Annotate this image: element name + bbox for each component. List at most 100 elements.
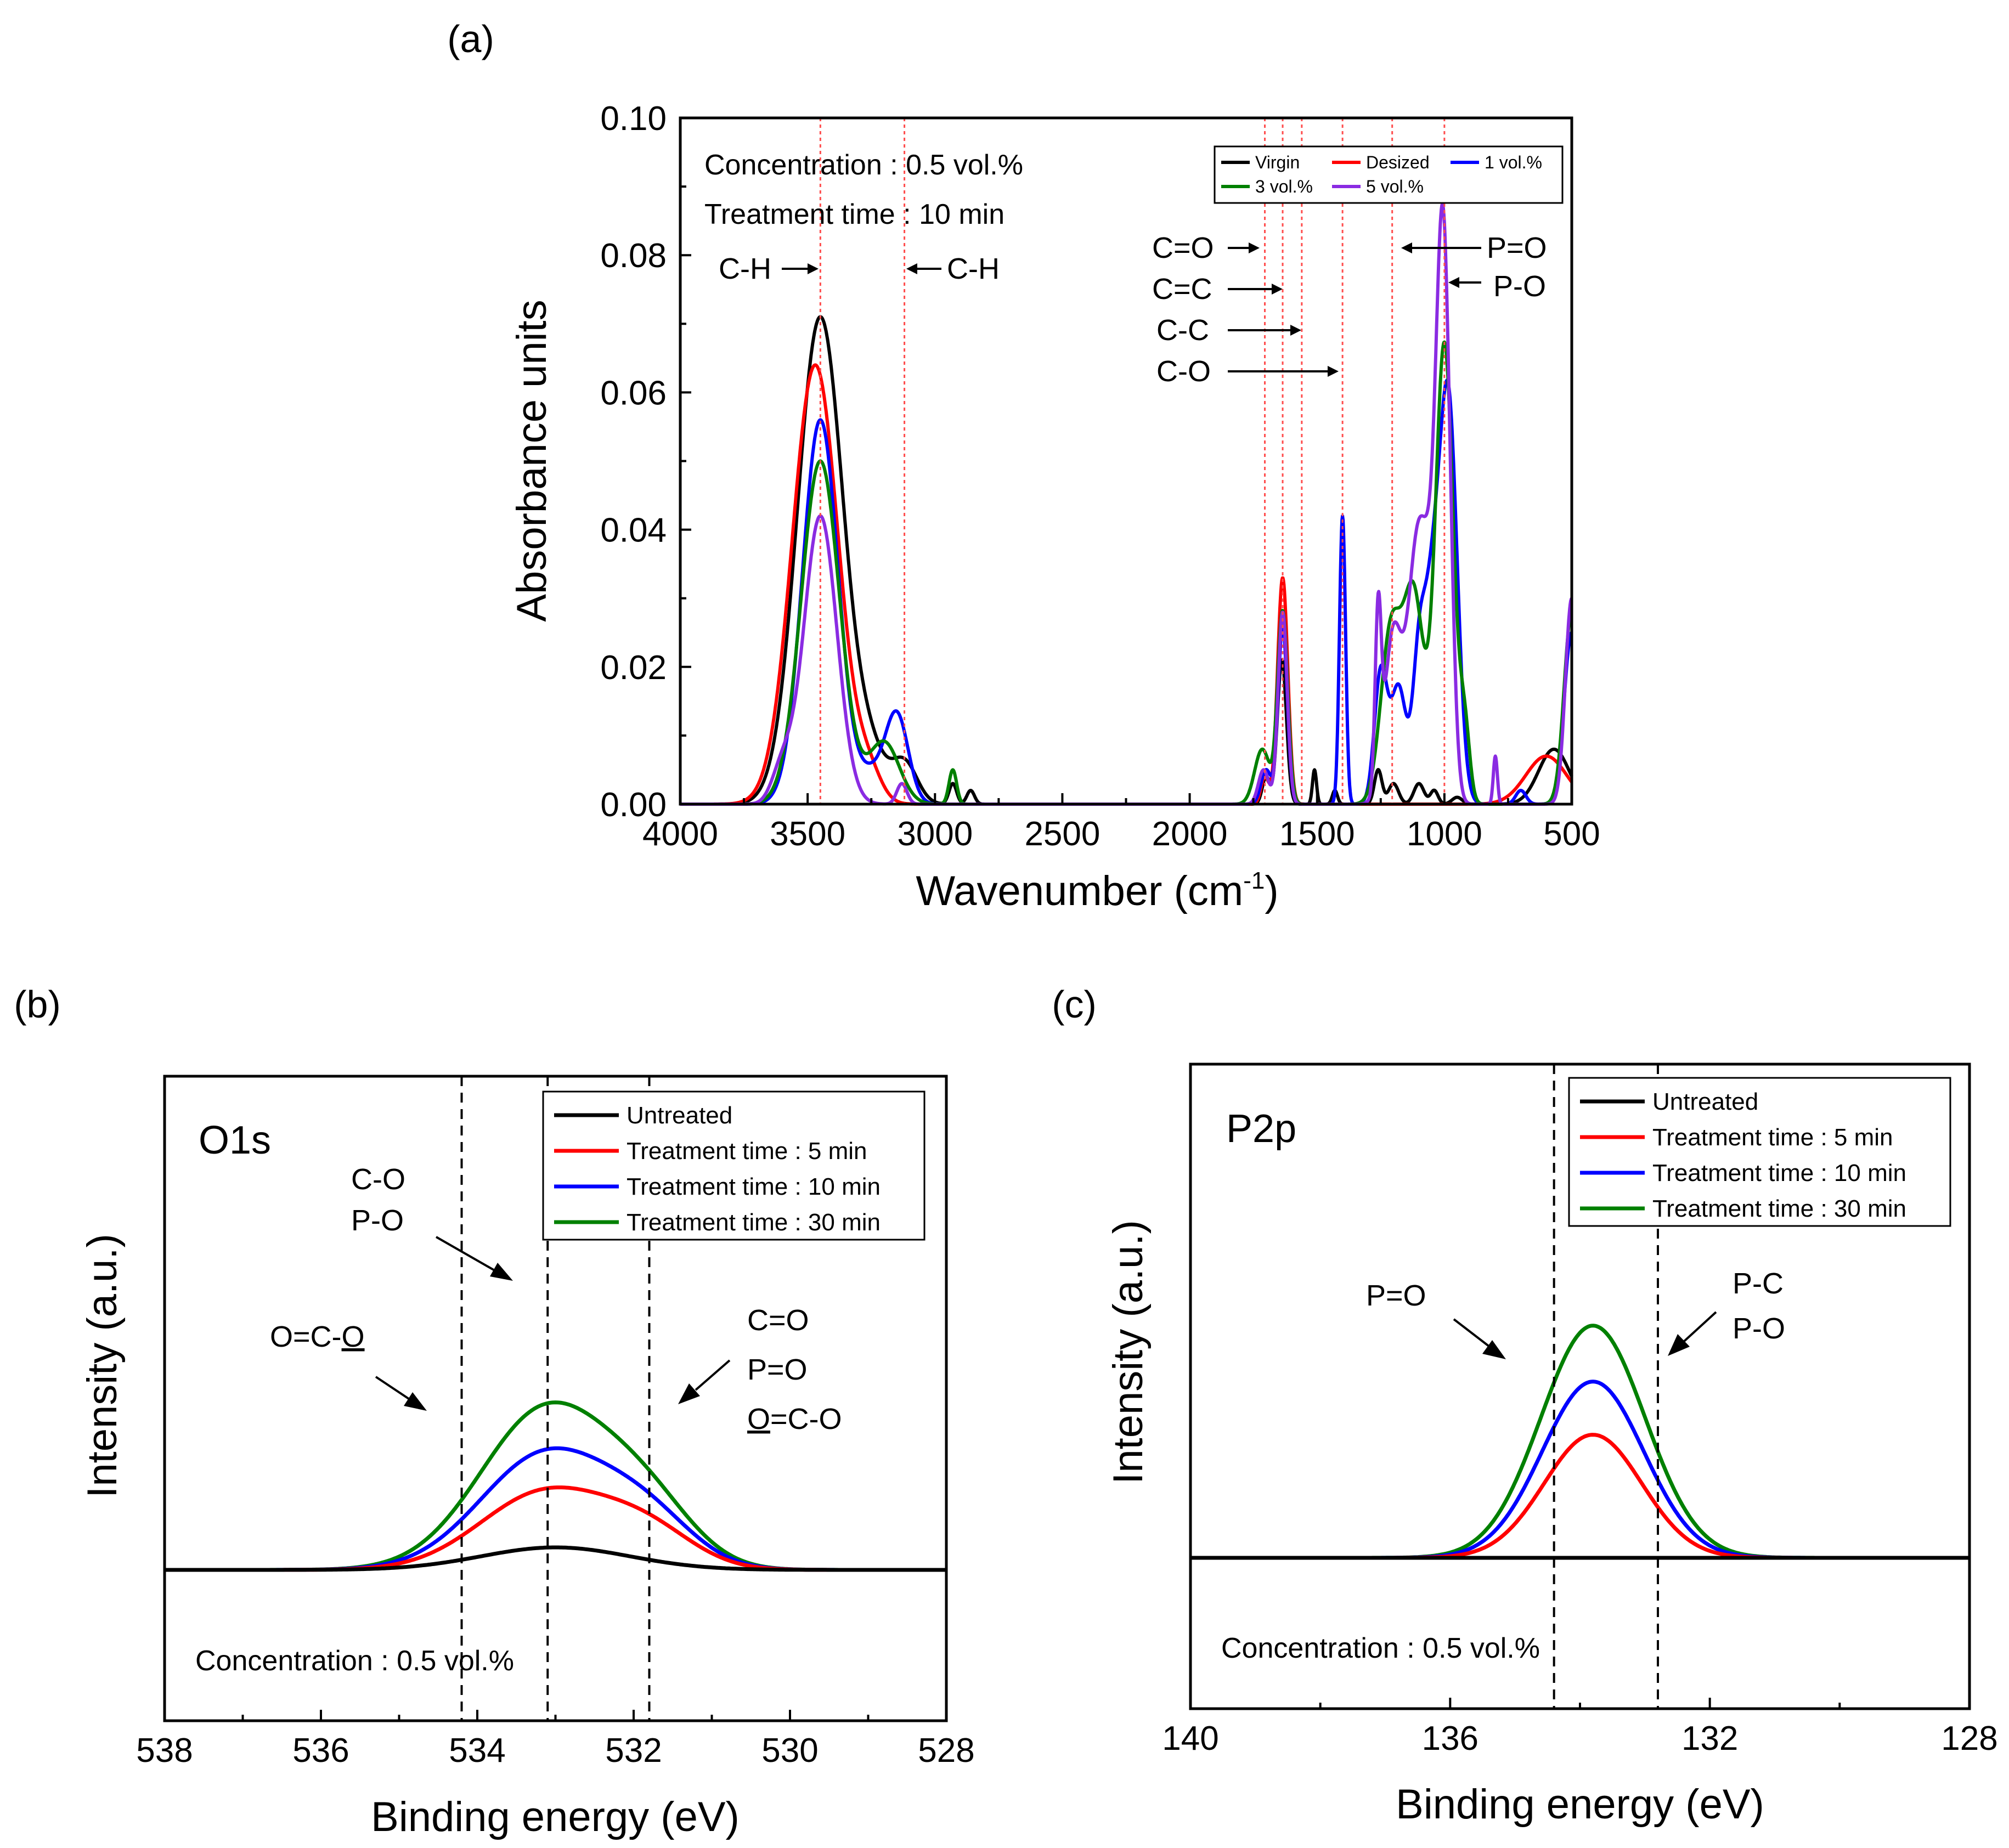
series-3-vol	[679, 340, 1573, 806]
panel-b-x-axis-title: Binding energy (eV)	[371, 1794, 740, 1840]
x-tick-label-530: 530	[761, 1732, 818, 1770]
panel-a-x-axis-title: Wavenumber (cm-1)	[916, 867, 1278, 914]
y-tick-label-0.10: 0.10	[600, 100, 667, 138]
legend-label-1vol: 1 vol.%	[1485, 152, 1542, 172]
arrowhead-co-double	[1249, 242, 1260, 253]
arrow-b-right	[695, 1359, 731, 1391]
panel-a-ftir-chart: (a) 4000 3500 3000 2500 2000 1500 1000 500 0.00 0…	[447, 18, 1600, 914]
panel-a-label: (a)	[447, 18, 494, 60]
legend-label-virgin: Virgin	[1255, 152, 1300, 172]
panel-b-y-axis-title: Intensity (a.u.)	[79, 1234, 126, 1498]
annotation-b-oco-left-underlined: O	[342, 1320, 365, 1353]
arrow-b-co-po	[436, 1236, 497, 1273]
series-treatment-time-10-min	[1190, 1380, 1970, 1560]
panel-a-legend: Virgin Desized 1 vol.% 3 vol.% 5 vol.%	[1214, 145, 1564, 204]
annotation-ch-right: C-H	[947, 252, 1000, 285]
series-treatment-time-5-min	[1190, 1433, 1970, 1560]
panel-b-bond-annotations: C-O P-O O=C-O C=O P=O O=C-O	[270, 1163, 842, 1436]
x-tick-label-536: 536	[292, 1732, 349, 1770]
arrowhead-ch-right	[906, 263, 917, 274]
arrowhead-ch-left	[808, 263, 819, 274]
annotation-co-single: C-O	[1156, 355, 1211, 388]
panel-a-series-group	[679, 202, 1573, 806]
panel-a-bond-annotations: C-H C-H C=O C=C C-C C-O P=O P-O	[719, 231, 1547, 388]
legend-c-label-10min: Treatment time : 10 min	[1652, 1160, 1906, 1186]
legend-b-label-30min: Treatment time : 30 min	[627, 1209, 881, 1236]
x-tick-label-1000: 1000	[1407, 815, 1482, 853]
panel-b-ticks: 538 536 534 532 530 528	[136, 1710, 975, 1770]
panel-b-note-concentration: Concentration : 0.5 vol.%	[195, 1645, 514, 1677]
arrowhead-po-single	[1448, 277, 1459, 288]
y-tick-label-0.08: 0.08	[600, 237, 667, 275]
panel-a-x-axis-title-end: )	[1265, 868, 1278, 914]
y-tick-label-0.00: 0.00	[600, 786, 667, 824]
x-tick-label-136: 136	[1422, 1720, 1478, 1757]
x-tick-label-132: 132	[1681, 1720, 1738, 1757]
x-tick-label-538: 538	[136, 1732, 193, 1770]
arrowhead-po-double	[1401, 242, 1412, 253]
annotation-cc-single: C-C	[1156, 314, 1209, 347]
series-treatment-time-10-min	[164, 1446, 947, 1572]
panel-b-o1s-chart: (b) 538 536 534 532 530 528 Intensity (a.u.) …	[14, 983, 975, 1840]
panel-c-x-axis-title: Binding energy (eV)	[1396, 1781, 1764, 1828]
legend-b-label-10min: Treatment time : 10 min	[627, 1173, 881, 1200]
panel-a-x-axis-title-superscript: -1	[1243, 867, 1265, 894]
panel-a-note-concentration: Concentration : 0.5 vol.%	[704, 149, 1023, 181]
y-tick-label-0.06: 0.06	[600, 374, 667, 412]
panel-c-label: (c)	[1052, 983, 1097, 1026]
legend-label-desized: Desized	[1366, 152, 1430, 172]
legend-label-3vol: 3 vol.%	[1255, 177, 1313, 196]
annotation-cc-double: C=C	[1152, 273, 1212, 306]
annotation-c-po: P-O	[1733, 1312, 1785, 1345]
panel-a-reference-lines	[819, 118, 1446, 804]
panel-a-note-treatment-time: Treatment time : 10 min	[704, 199, 1004, 230]
x-tick-label-528: 528	[918, 1732, 974, 1770]
legend-c-label-30min: Treatment time : 30 min	[1652, 1195, 1906, 1222]
annotation-b-oco-left: O=C-O	[270, 1320, 365, 1353]
panel-c-note-concentration: Concentration : 0.5 vol.%	[1221, 1632, 1540, 1664]
annotation-b-oco-right: O=C-O	[747, 1403, 842, 1436]
annotation-b-oco-right-underlined: O	[747, 1403, 770, 1436]
legend-c-label-5min: Treatment time : 5 min	[1652, 1124, 1893, 1151]
panel-a-legend-box	[1214, 145, 1564, 204]
annotation-po-single: P-O	[1493, 270, 1546, 303]
arrow-c-po-double	[1453, 1318, 1491, 1348]
panel-c-tag-p2p: P2p	[1226, 1107, 1296, 1151]
x-tick-label-534: 534	[449, 1732, 505, 1770]
series-virgin	[679, 315, 1573, 806]
arrowhead-b-co-po	[490, 1263, 513, 1281]
panel-c-series-group	[1190, 1324, 1970, 1560]
panel-a-ticks: 4000 3500 3000 2500 2000 1500 1000 500 0.00 0.02 0…	[600, 100, 1600, 853]
panel-b-tag-o1s: O1s	[199, 1118, 271, 1162]
panel-b-label: (b)	[14, 983, 61, 1026]
x-tick-label-128: 128	[1941, 1720, 1997, 1757]
annotation-b-oco-left-prefix: O=C-	[270, 1320, 342, 1353]
x-tick-label-2500: 2500	[1024, 815, 1100, 853]
x-tick-label-2000: 2000	[1152, 815, 1228, 853]
legend-label-5vol: 5 vol.%	[1366, 177, 1424, 196]
panel-a-x-axis-title-main: Wavenumber (cm	[916, 868, 1243, 914]
panel-c-bond-annotations: P=O P-C P-O	[1366, 1267, 1785, 1359]
x-tick-label-500: 500	[1543, 815, 1600, 853]
arrow-b-oco-left	[375, 1376, 411, 1401]
x-tick-label-3500: 3500	[770, 815, 845, 853]
arrowhead-b-oco-left	[404, 1392, 427, 1411]
arrow-c-right	[1683, 1311, 1717, 1342]
x-tick-label-4000: 4000	[642, 815, 718, 853]
annotation-co-double: C=O	[1152, 231, 1214, 264]
arrowhead-c-po-double	[1482, 1340, 1506, 1359]
arrowhead-b-right	[678, 1383, 700, 1404]
annotation-ch-left: C-H	[719, 252, 771, 285]
x-tick-label-140: 140	[1162, 1720, 1218, 1757]
panel-c-p2p-chart: (c) 140 136 132 128 Intensity (a.u.) Bindin…	[1052, 983, 1998, 1828]
panel-c-ticks: 140 136 132 128	[1162, 1698, 1998, 1757]
x-tick-label-3000: 3000	[897, 815, 973, 853]
series-untreated	[164, 1545, 947, 1572]
legend-c-label-untreated: Untreated	[1652, 1088, 1758, 1115]
annotation-b-co-double: C=O	[747, 1304, 809, 1337]
y-tick-label-0.04: 0.04	[600, 512, 667, 550]
legend-b-label-untreated: Untreated	[627, 1102, 732, 1129]
x-tick-label-532: 532	[605, 1732, 662, 1770]
arrowhead-c-right	[1668, 1334, 1690, 1356]
